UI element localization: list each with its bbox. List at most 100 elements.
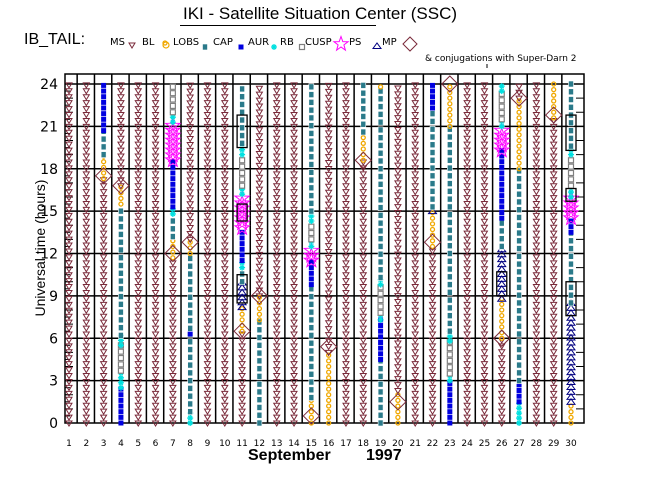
cap-marker bbox=[360, 120, 367, 128]
aur-marker bbox=[447, 414, 453, 420]
ms-marker bbox=[549, 254, 558, 261]
ms-marker bbox=[324, 136, 333, 143]
lobs-marker bbox=[568, 414, 574, 421]
ms-marker bbox=[342, 301, 350, 309]
cap-marker bbox=[118, 301, 124, 308]
cap-marker bbox=[256, 326, 263, 334]
lobs-marker bbox=[395, 397, 401, 404]
aur-marker bbox=[101, 111, 107, 117]
y-tick-label: 21 bbox=[40, 119, 58, 135]
ms-marker bbox=[359, 331, 368, 338]
ms-marker bbox=[394, 358, 402, 365]
ms-marker bbox=[480, 301, 489, 309]
ms-marker bbox=[65, 260, 73, 267]
cap-marker bbox=[568, 299, 574, 307]
ms-marker bbox=[99, 218, 108, 226]
aur-marker bbox=[378, 339, 384, 345]
cap-marker bbox=[429, 110, 436, 117]
ms-marker bbox=[99, 289, 108, 297]
ms-marker bbox=[428, 390, 437, 398]
ms-marker bbox=[82, 200, 91, 208]
ms-marker bbox=[82, 106, 91, 113]
ms-marker bbox=[203, 319, 212, 327]
ms-marker bbox=[82, 266, 91, 273]
ms-marker bbox=[394, 126, 402, 134]
ms-marker bbox=[272, 100, 281, 107]
lobs-marker bbox=[170, 243, 176, 250]
region-segment-cusp bbox=[377, 284, 384, 316]
aur-marker bbox=[499, 176, 505, 182]
lobs-marker bbox=[447, 84, 453, 90]
x-axis-year: 1997 bbox=[366, 447, 402, 464]
mp-marker bbox=[372, 42, 382, 49]
lobs-marker bbox=[256, 305, 263, 312]
ms-marker bbox=[411, 159, 420, 166]
ms-marker bbox=[168, 373, 177, 380]
ms-marker bbox=[151, 349, 160, 356]
ms-marker bbox=[99, 313, 108, 321]
aur-marker bbox=[170, 176, 176, 182]
ms-marker bbox=[359, 408, 368, 416]
superdarn-box bbox=[236, 114, 248, 149]
cap-marker bbox=[377, 373, 384, 380]
cap-marker bbox=[187, 301, 193, 309]
conjugation-diamond bbox=[510, 89, 528, 107]
cusp-marker bbox=[308, 229, 315, 237]
lobs-marker bbox=[326, 358, 332, 364]
cap-marker bbox=[516, 291, 522, 299]
cap-marker bbox=[187, 392, 193, 400]
ms-marker bbox=[411, 331, 420, 338]
cap-marker bbox=[516, 221, 522, 229]
ps-marker bbox=[233, 219, 251, 236]
ms-marker bbox=[65, 129, 73, 137]
cap-marker bbox=[568, 135, 574, 142]
lobs-marker bbox=[516, 132, 522, 138]
ms-marker bbox=[82, 361, 91, 368]
ms-marker bbox=[480, 153, 489, 161]
cap-marker bbox=[256, 396, 263, 403]
cap-marker bbox=[256, 411, 263, 419]
ms-marker bbox=[168, 278, 177, 285]
ps-marker bbox=[562, 199, 580, 216]
cap-marker bbox=[377, 142, 384, 149]
cap-marker bbox=[118, 215, 124, 223]
ms-marker bbox=[480, 189, 489, 196]
cap-marker bbox=[308, 192, 315, 199]
ms-marker bbox=[411, 272, 420, 279]
x-tick-label: 17 bbox=[340, 439, 351, 449]
ms-marker bbox=[480, 171, 489, 178]
ms-marker bbox=[151, 236, 160, 244]
ms-marker bbox=[82, 408, 91, 416]
ms-marker bbox=[480, 94, 489, 101]
ms-marker bbox=[394, 150, 402, 158]
cap-marker bbox=[447, 133, 453, 141]
ms-marker bbox=[411, 218, 420, 226]
ms-marker bbox=[134, 295, 143, 303]
ms-marker bbox=[203, 189, 212, 196]
ms-marker bbox=[203, 141, 212, 149]
mp-marker bbox=[496, 294, 507, 302]
cap-marker bbox=[187, 317, 193, 324]
legend-label-mp: MP bbox=[382, 37, 397, 48]
x-tick-label: 20 bbox=[392, 439, 404, 449]
ms-marker bbox=[532, 135, 541, 143]
ms-marker bbox=[272, 301, 281, 309]
ms-marker bbox=[220, 301, 229, 309]
lobs-marker bbox=[326, 363, 332, 370]
ms-marker bbox=[359, 390, 368, 398]
ms-marker bbox=[203, 396, 212, 404]
aur-marker bbox=[499, 170, 505, 176]
ms-marker bbox=[117, 82, 125, 89]
ms-marker bbox=[463, 289, 472, 297]
ms-marker bbox=[82, 307, 91, 315]
day-column-16 bbox=[319, 82, 338, 426]
lobs-marker bbox=[516, 166, 522, 172]
region-segment-ms bbox=[99, 177, 108, 427]
ms-marker bbox=[394, 275, 402, 282]
cap-marker bbox=[360, 97, 367, 105]
ms-marker bbox=[134, 195, 143, 202]
ps-marker bbox=[302, 246, 320, 263]
ms-marker bbox=[463, 224, 472, 232]
cusp-marker bbox=[567, 182, 575, 189]
region-segment-ms bbox=[65, 82, 73, 427]
